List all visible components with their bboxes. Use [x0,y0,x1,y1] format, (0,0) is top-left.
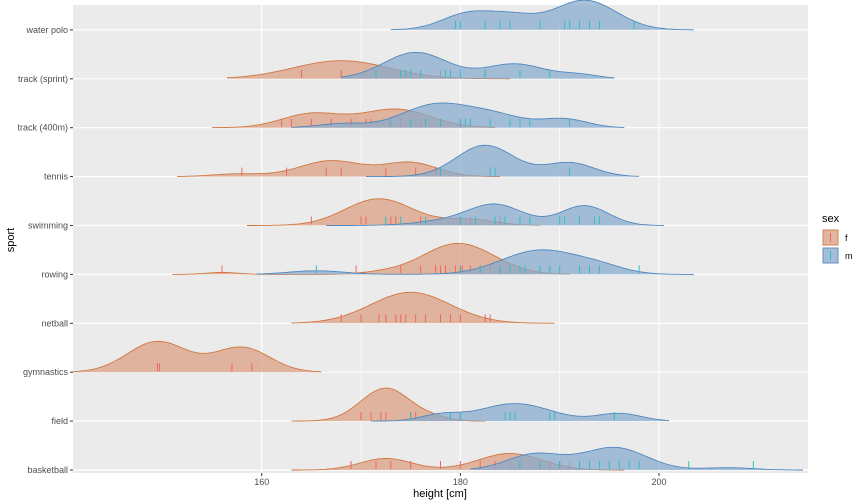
x-axis-title: height [cm] [413,488,467,500]
density-area-m [341,52,615,79]
density-area-m [470,447,803,470]
x-tick-label: 200 [651,477,666,487]
x-axis: 160 180 200 [254,473,667,487]
y-tick-label: water polo [25,25,68,35]
plot-panel [73,5,808,473]
y-tick-label: rowing [41,269,68,279]
y-tick-label: field [51,416,68,426]
density-outline-f [72,340,322,373]
y-tick-label: gymnastics [23,367,69,377]
legend-label-m: m [845,251,853,261]
y-tick-label: track (400m) [17,123,68,133]
legend: sex fm [822,213,853,264]
density-area-f [177,160,501,177]
density-area-f [291,388,486,422]
density-area-m [256,249,694,275]
y-axis-title: sport [5,228,17,252]
y-tick-label: swimming [28,221,68,231]
density-area-f [291,292,555,324]
density-outline-f [291,291,555,324]
density-outline-m [256,249,694,275]
density-ridges [72,0,803,471]
density-area-m [371,403,669,422]
density-outline-m [371,403,669,422]
y-tick-label: basketball [27,465,68,475]
density-outline-m [341,51,615,79]
density-area-m [390,0,694,30]
y-tick-label: netball [41,318,68,328]
density-outline-m [291,102,625,128]
x-tick-label: 180 [453,477,468,487]
legend-label-f: f [845,233,848,243]
density-outline-m [326,203,664,226]
y-tick-label: track (sprint) [18,74,68,84]
y-axis: basketball field gymnastics netball rowing sw… [17,25,73,475]
density-area-m [366,145,640,177]
density-outline-m [366,144,640,178]
density-outline-m [390,0,694,31]
density-outline-m [470,446,803,471]
density-area-m [291,103,625,128]
y-tick-label: tennis [44,172,69,182]
x-tick-label: 160 [254,477,269,487]
legend-title: sex [822,213,840,225]
